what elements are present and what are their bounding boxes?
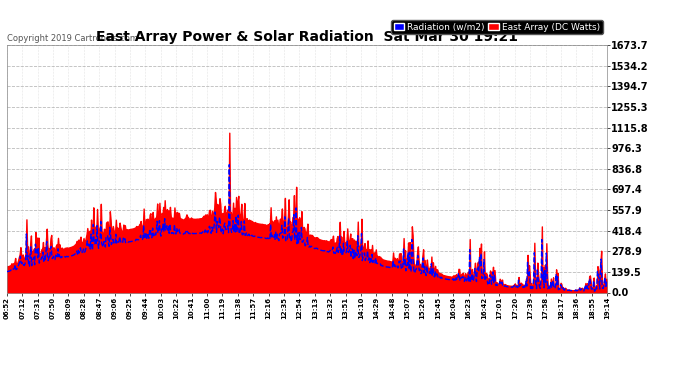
Title: East Array Power & Solar Radiation  Sat Mar 30 19:21: East Array Power & Solar Radiation Sat M…	[96, 30, 518, 44]
Text: Copyright 2019 Cartronics.com: Copyright 2019 Cartronics.com	[7, 33, 138, 42]
Legend: Radiation (w/m2), East Array (DC Watts): Radiation (w/m2), East Array (DC Watts)	[391, 20, 602, 34]
